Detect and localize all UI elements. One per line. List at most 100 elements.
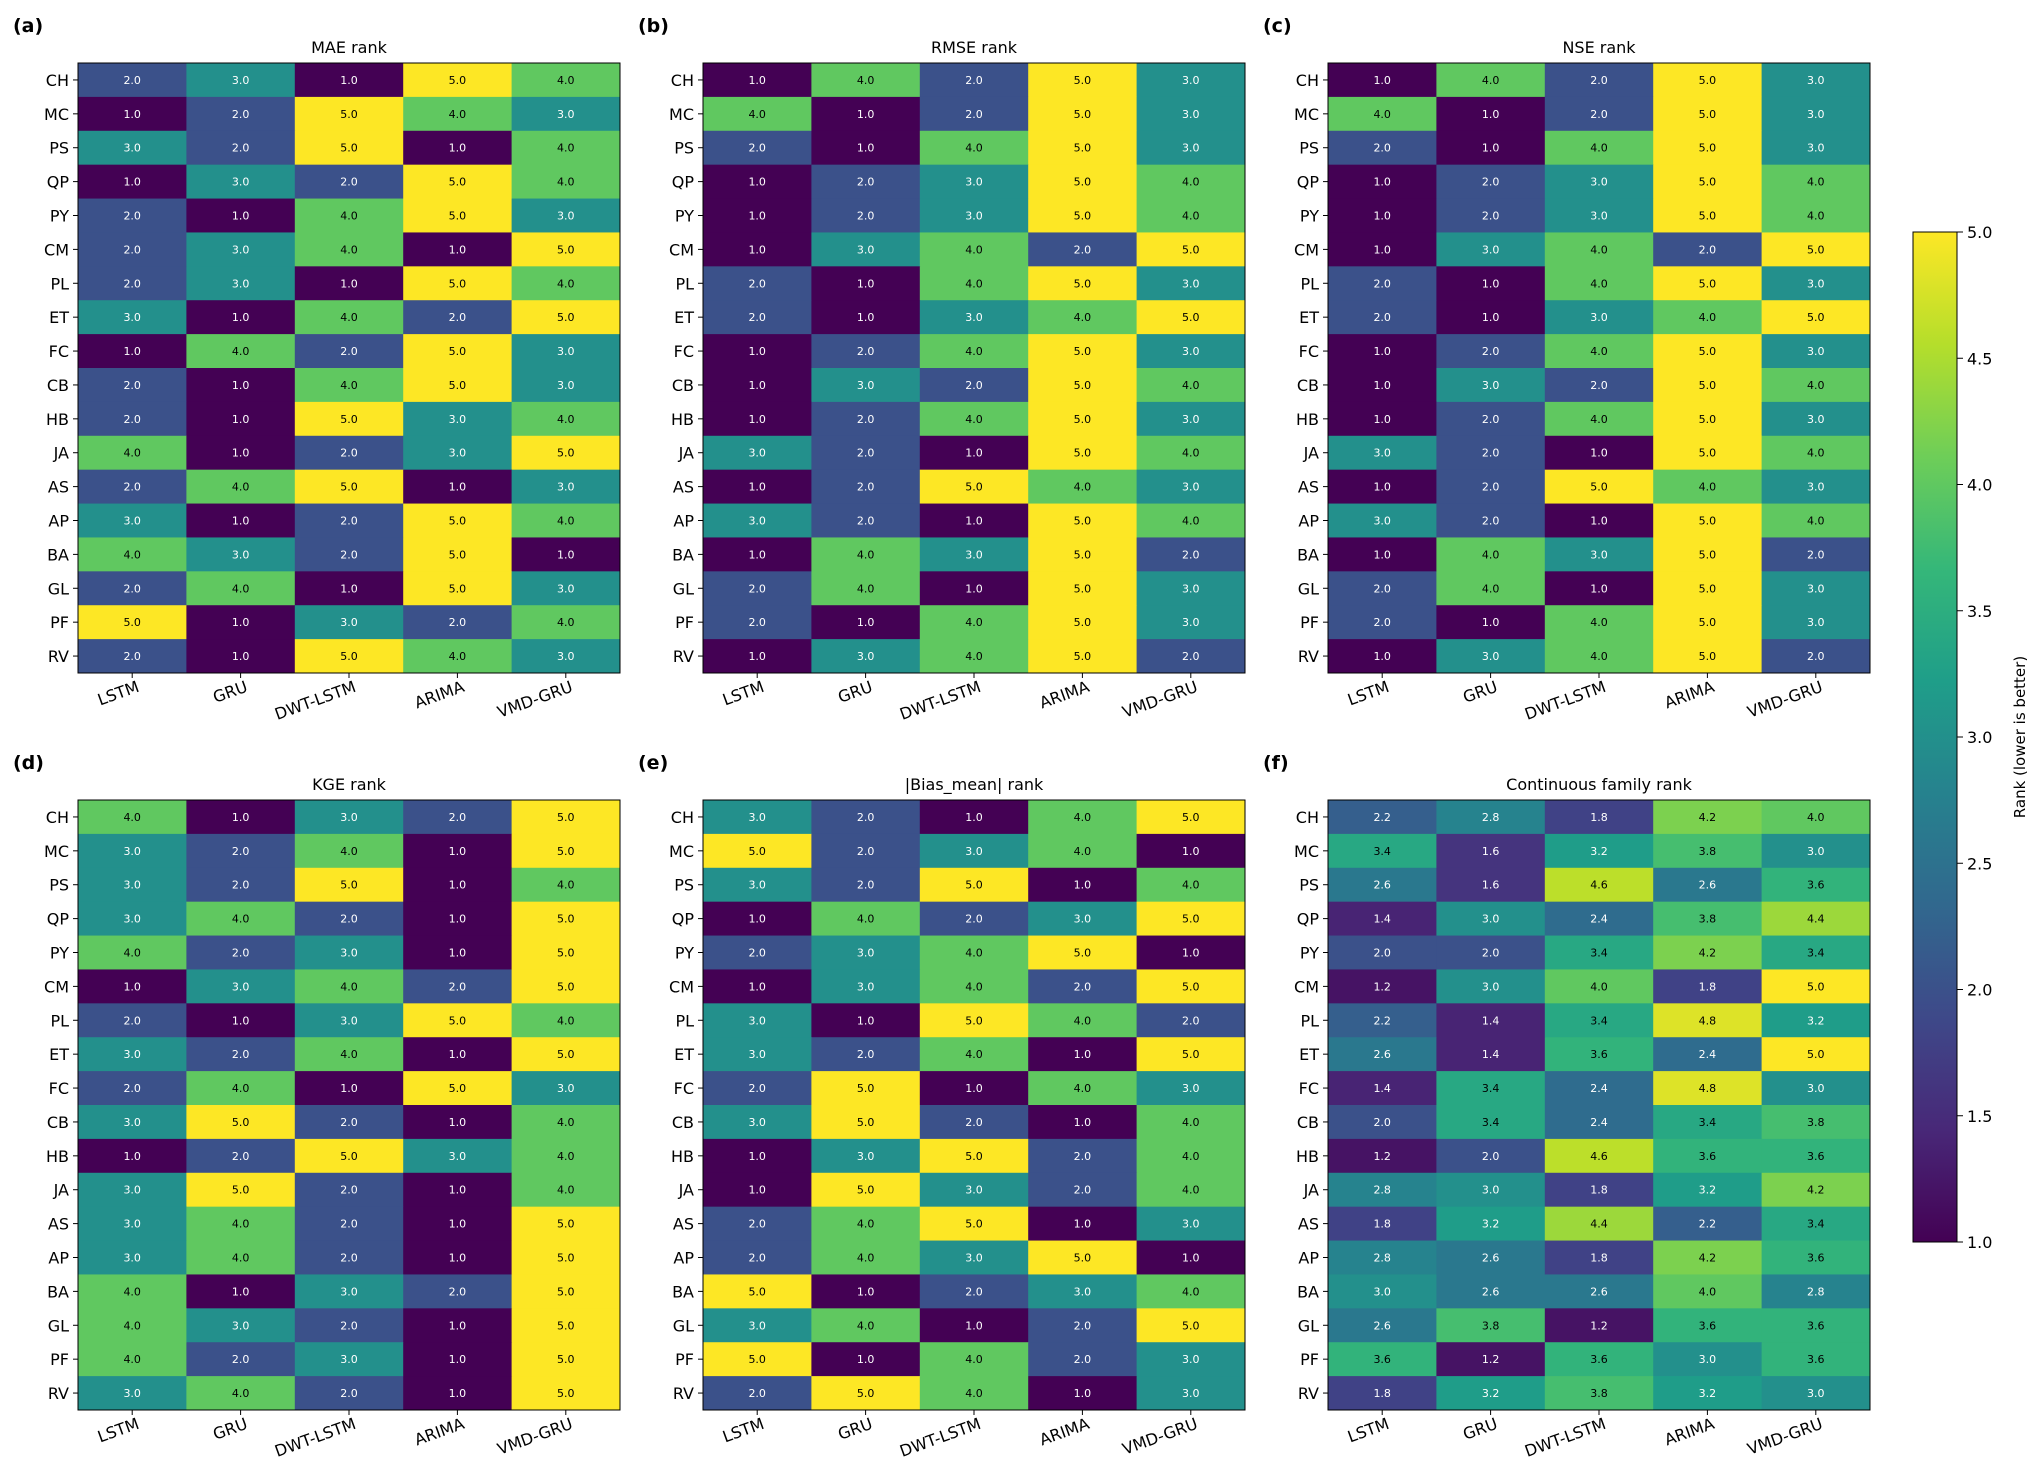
heatmap-cell-MC-ARIMA xyxy=(403,833,513,869)
cell-value-label: 3.0 xyxy=(340,1014,358,1027)
heatmap-cell-PF-LSTM xyxy=(1328,605,1437,640)
heatmap-cell-CM-ARIMA xyxy=(403,969,513,1004)
y-tick-label: ET xyxy=(1299,1045,1319,1064)
cell-value-label: 3.8 xyxy=(1699,845,1717,858)
heatmap-cell-QP-DWT-LSTM xyxy=(1544,164,1654,200)
heatmap-cell-PL-GRU xyxy=(1436,266,1546,301)
cell-value-label: 4.0 xyxy=(1182,1285,1200,1298)
x-tick-label: GRU xyxy=(835,677,875,707)
heatmap-cell-CH-LSTM xyxy=(78,800,187,835)
heatmap-cell-FC-GRU xyxy=(811,1071,921,1106)
cell-value-label: 4.2 xyxy=(1807,1184,1825,1197)
cell-value-label: 3.0 xyxy=(232,176,250,189)
cell-value-label: 3.0 xyxy=(1182,108,1200,121)
cell-value-label: 4.0 xyxy=(449,108,467,121)
heatmap-cell-PL-LSTM xyxy=(703,266,812,301)
heatmap-cell-CM-VMD-GRU xyxy=(1761,969,1871,1004)
cell-value-label: 3.6 xyxy=(1807,1252,1825,1265)
heatmap-cell-ET-VMD-GRU xyxy=(511,300,621,335)
heatmap-cell-AS-DWT-LSTM xyxy=(919,1206,1029,1242)
cell-value-label: 1.0 xyxy=(340,74,358,87)
heatmap-cell-FC-DWT-LSTM xyxy=(294,1071,404,1106)
colorbar-tick-label: 4.5 xyxy=(1967,349,1992,368)
heatmap-cell-GL-LSTM xyxy=(1328,1308,1437,1343)
heatmap-cell-CM-LSTM xyxy=(78,969,187,1004)
heatmap-cell-QP-VMD-GRU xyxy=(1136,164,1246,200)
cell-value-label: 4.0 xyxy=(965,142,983,155)
heatmap-cell-PS-DWT-LSTM xyxy=(919,130,1029,166)
heatmap-cell-BA-GRU xyxy=(811,1274,921,1309)
heatmap-cell-BA-GRU xyxy=(1436,1274,1546,1309)
heatmap-cell-CH-GRU xyxy=(811,63,921,98)
colorbar-tick-label: 2.0 xyxy=(1967,981,1992,1000)
x-tick-label: ARIMA xyxy=(412,1414,467,1449)
heatmap-cell-MC-VMD-GRU xyxy=(511,833,621,869)
cell-value-label: 5.0 xyxy=(1699,277,1717,290)
y-tick-label: PL xyxy=(675,1011,694,1030)
heatmap-cell-FC-LSTM xyxy=(1328,334,1437,369)
heatmap-cell-ET-GRU xyxy=(186,1037,296,1072)
cell-value-label: 1.0 xyxy=(123,345,141,358)
heatmap-cell-HB-GRU xyxy=(811,401,921,437)
cell-value-label: 3.6 xyxy=(1807,879,1825,892)
heatmap-cell-HB-LSTM xyxy=(703,401,812,437)
cell-value-label: 3.0 xyxy=(123,1387,141,1400)
heatmap-cell-ET-VMD-GRU xyxy=(1761,1037,1871,1072)
cell-value-label: 4.0 xyxy=(123,1353,141,1366)
heatmap-cell-PL-LSTM xyxy=(1328,266,1437,301)
cell-value-label: 4.2 xyxy=(1699,947,1717,960)
heatmap-cell-PF-DWT-LSTM xyxy=(919,1342,1029,1377)
cell-value-label: 4.0 xyxy=(557,176,575,189)
heatmap-cell-PL-DWT-LSTM xyxy=(919,1003,1029,1038)
cell-value-label: 1.0 xyxy=(1590,582,1608,595)
cell-value-label: 4.0 xyxy=(557,1014,575,1027)
cell-value-label: 4.0 xyxy=(232,1387,250,1400)
heatmap-cell-QP-GRU xyxy=(1436,901,1546,937)
cell-value-label: 1.0 xyxy=(1373,345,1391,358)
cell-value-label: 1.0 xyxy=(123,176,141,189)
heatmap-cell-FC-LSTM xyxy=(78,1071,187,1106)
cell-value-label: 5.0 xyxy=(340,142,358,155)
y-tick-label: BA xyxy=(672,545,694,564)
cell-value-label: 5.0 xyxy=(1074,142,1092,155)
heatmap-cell-GL-GRU xyxy=(811,571,921,606)
cell-value-label: 3.0 xyxy=(965,1184,983,1197)
heatmap-cell-RV-LSTM xyxy=(78,639,187,674)
heatmap-cell-PL-VMD-GRU xyxy=(1136,1003,1246,1038)
heatmap-cell-AP-ARIMA xyxy=(1028,503,1138,538)
cell-value-label: 2.0 xyxy=(965,1285,983,1298)
heatmap-cell-AP-VMD-GRU xyxy=(1136,1240,1246,1275)
heatmap-cell-PY-DWT-LSTM xyxy=(1544,935,1654,970)
heatmap-cell-PL-DWT-LSTM xyxy=(294,266,404,301)
heatmap-cell-PF-GRU xyxy=(1436,1342,1546,1377)
cell-value-label: 1.0 xyxy=(748,210,766,223)
heatmap-cell-PS-VMD-GRU xyxy=(1136,867,1246,903)
y-tick-label: ET xyxy=(1299,308,1319,327)
y-tick-label: CB xyxy=(47,1113,69,1132)
heatmap-cell-ET-ARIMA xyxy=(1653,1037,1763,1072)
cell-value-label: 3.0 xyxy=(1699,1353,1717,1366)
cell-value-label: 1.0 xyxy=(965,1319,983,1332)
colorbar-tick-label: 2.5 xyxy=(1967,854,1992,873)
heatmap-cell-CM-VMD-GRU xyxy=(1136,232,1246,267)
cell-value-label: 1.0 xyxy=(232,650,250,663)
cell-value-label: 3.4 xyxy=(1590,1014,1608,1027)
y-tick-label: AP xyxy=(673,512,694,531)
heatmap-cell-ET-DWT-LSTM xyxy=(294,300,404,335)
heatmap-cell-CM-VMD-GRU xyxy=(511,969,621,1004)
y-tick-label: PL xyxy=(1300,1011,1319,1030)
cell-value-label: 1.0 xyxy=(449,947,467,960)
y-tick-label: BA xyxy=(1297,545,1319,564)
heatmap-cell-CH-LSTM xyxy=(1328,800,1437,835)
heatmap-cell-FC-VMD-GRU xyxy=(511,1071,621,1106)
cell-value-label: 1.0 xyxy=(449,1252,467,1265)
heatmap-cell-JA-LSTM xyxy=(78,1172,187,1208)
cell-value-label: 1.0 xyxy=(748,1184,766,1197)
cell-value-label: 2.0 xyxy=(123,582,141,595)
cell-value-label: 5.0 xyxy=(1807,243,1825,256)
cell-value-label: 3.0 xyxy=(123,1184,141,1197)
heatmap-cell-AS-VMD-GRU xyxy=(1761,1206,1871,1242)
heatmap-cell-JA-LSTM xyxy=(78,435,187,471)
cell-value-label: 1.0 xyxy=(1590,447,1608,460)
y-tick-label: MC xyxy=(1294,105,1319,124)
